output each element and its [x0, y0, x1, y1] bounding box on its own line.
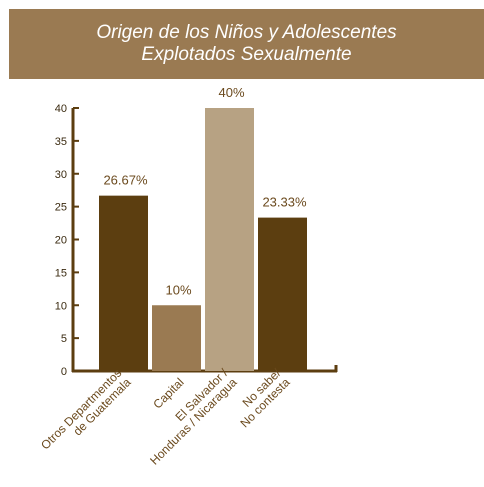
bar-value-label: 10% — [165, 282, 191, 297]
x-category-label-line: Honduras / Nicaragua — [147, 375, 240, 468]
bar — [152, 305, 201, 371]
y-tick-label: 5 — [61, 333, 67, 345]
y-tick-label: 20 — [55, 235, 67, 247]
y-tick-label: 35 — [55, 136, 67, 148]
chart-title-banner: Origen de los Niños y Adolescentes Explo… — [9, 9, 484, 79]
x-category-label: El Salvador /Honduras / Nicaragua — [147, 366, 240, 468]
y-tick-label: 25 — [55, 202, 67, 214]
y-tick-label: 0 — [61, 366, 67, 378]
chart-title-line-2: Explotados Sexualmente — [141, 44, 352, 65]
y-tick-label: 40 — [55, 103, 67, 115]
chart-title-line-1: Origen de los Niños y Adolescentes — [96, 22, 397, 43]
y-tick-label: 10 — [55, 300, 67, 312]
bar-value-label: 23.33% — [262, 195, 307, 210]
x-category-label: No sabe/No contesta — [237, 366, 292, 431]
bar — [258, 217, 307, 371]
bar — [205, 108, 254, 371]
x-category-label-line: Otros Departmentos — [38, 366, 124, 452]
bar-value-label: 26.67% — [103, 173, 148, 188]
y-tick-label: 30 — [55, 169, 67, 181]
bar-value-label: 40% — [218, 85, 244, 100]
bar — [99, 195, 148, 371]
y-tick-label: 15 — [55, 267, 67, 279]
